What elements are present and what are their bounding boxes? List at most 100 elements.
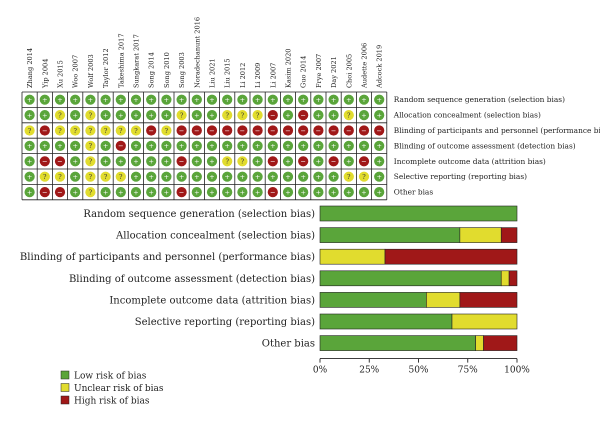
summary-rating-symbol: +: [331, 96, 336, 104]
x-tick-label: 100%: [504, 366, 530, 376]
bar-segment-unclear: [319, 248, 386, 265]
legend-swatch-high: [60, 395, 70, 405]
summary-rating-symbol: −: [300, 111, 305, 119]
summary-rating-dot: [206, 125, 218, 136]
summary-rating-symbol: +: [133, 173, 138, 181]
summary-rating-dot: [252, 94, 263, 105]
summary-cell: +: [204, 153, 220, 169]
summary-cell: −: [326, 153, 342, 169]
summary-rating-symbol: −: [361, 158, 366, 166]
summary-rating-dot: [298, 94, 309, 105]
summary-rating-dot: [39, 125, 50, 136]
summary-cell: ?: [82, 153, 98, 169]
summary-rating-symbol: +: [118, 111, 123, 119]
summary-rating-dot: [24, 125, 35, 136]
summary-cell: +: [280, 138, 296, 154]
summary-rating-dot: [191, 140, 202, 151]
summary-rating-symbol: −: [376, 127, 381, 135]
summary-rating-symbol: +: [209, 173, 214, 181]
summary-rating-dot: [130, 187, 142, 198]
summary-cell: +: [128, 153, 144, 169]
summary-cell: +: [158, 153, 174, 169]
summary-rating-dot: [54, 94, 66, 105]
summary-rating-dot: [191, 187, 202, 198]
summary-rating-dot: [313, 110, 324, 121]
summary-cell: +: [189, 92, 205, 108]
summary-rating-dot: [85, 94, 96, 105]
summary-cell: ?: [234, 153, 250, 169]
summary-rating-symbol: +: [255, 142, 260, 150]
study-label: Song 2010: [163, 52, 171, 88]
summary-rating-symbol: +: [300, 173, 305, 181]
summary-cell: ?: [22, 122, 38, 139]
summary-cell: −: [371, 122, 387, 139]
summary-rating-dot: [222, 94, 233, 105]
summary-cell: −: [265, 184, 281, 200]
domain-label: Random sequence generation (selection bi…: [394, 95, 565, 104]
summary-rating-dot: [282, 156, 294, 167]
summary-cell: +: [113, 153, 129, 169]
summary-rating-symbol: −: [209, 127, 214, 135]
summary-rating-dot: [252, 140, 263, 151]
x-tick-label: 75%: [458, 366, 478, 376]
summary-cell: +: [280, 107, 296, 123]
summary-rating-dot: [146, 94, 157, 105]
summary-rating-dot: [70, 94, 81, 105]
summary-rating-symbol: +: [346, 142, 351, 150]
summary-rating-symbol: ?: [347, 173, 351, 181]
summary-rating-symbol: −: [179, 127, 184, 135]
summary-rating-dot: [343, 171, 354, 182]
summary-rating-symbol: −: [331, 127, 336, 135]
summary-rating-dot: [358, 94, 370, 105]
summary-rating-symbol: +: [209, 142, 214, 150]
bar-segment-high: [483, 335, 518, 351]
summary-cell: +: [52, 138, 68, 154]
summary-cell: +: [234, 92, 250, 108]
summary-rating-symbol: −: [194, 127, 199, 135]
summary-rating-dot: [100, 94, 111, 105]
summary-cell: +: [371, 169, 387, 185]
summary-cell: +: [219, 138, 235, 154]
summary-cell: ?: [98, 169, 114, 185]
summary-rating-symbol: −: [270, 158, 275, 166]
summary-rating-dot: [130, 125, 142, 136]
summary-rating-dot: [39, 94, 50, 105]
summary-cell: −: [310, 122, 326, 139]
summary-cell: +: [98, 92, 114, 108]
summary-cell: +: [371, 184, 387, 200]
summary-rating-dot: [252, 171, 263, 182]
summary-rating-dot: [267, 171, 278, 182]
summary-cell: +: [158, 138, 174, 154]
summary-cell: ?: [52, 107, 68, 123]
summary-rating-symbol: +: [164, 142, 169, 150]
summary-cell: +: [341, 138, 357, 154]
bar-category-label: Incomplete outcome data (attrition bias): [109, 295, 315, 306]
summary-rating-dot: [298, 187, 309, 198]
summary-rating-dot: [70, 140, 81, 151]
summary-rating-dot: [146, 187, 157, 198]
summary-rating-symbol: −: [179, 158, 184, 166]
summary-rating-symbol: ?: [104, 173, 108, 181]
summary-rating-dot: [267, 110, 278, 121]
summary-rating-symbol: +: [224, 96, 229, 104]
summary-cell: +: [143, 169, 159, 185]
summary-rating-dot: [374, 125, 385, 136]
summary-cell: +: [158, 107, 174, 123]
summary-rating-symbol: +: [164, 173, 169, 181]
summary-cell: +: [280, 153, 296, 169]
summary-cell: +: [265, 169, 281, 185]
summary-rating-dot: [70, 110, 81, 121]
summary-rating-dot: [343, 140, 354, 151]
summary-cell: +: [341, 153, 357, 169]
summary-cell: ?: [82, 122, 98, 139]
summary-cell: +: [280, 92, 296, 108]
study-label: Liu 2015: [224, 58, 232, 88]
domain-label: Allocation concealment (selection bias): [393, 111, 541, 120]
study-label: Adcock 2019: [376, 45, 384, 89]
summary-rating-dot: [70, 171, 81, 182]
summary-cell: +: [128, 92, 144, 108]
summary-rating-symbol: +: [361, 142, 366, 150]
summary-rating-symbol: ?: [225, 158, 229, 166]
summary-rating-symbol: ?: [89, 127, 93, 135]
summary-cell: −: [37, 153, 53, 169]
